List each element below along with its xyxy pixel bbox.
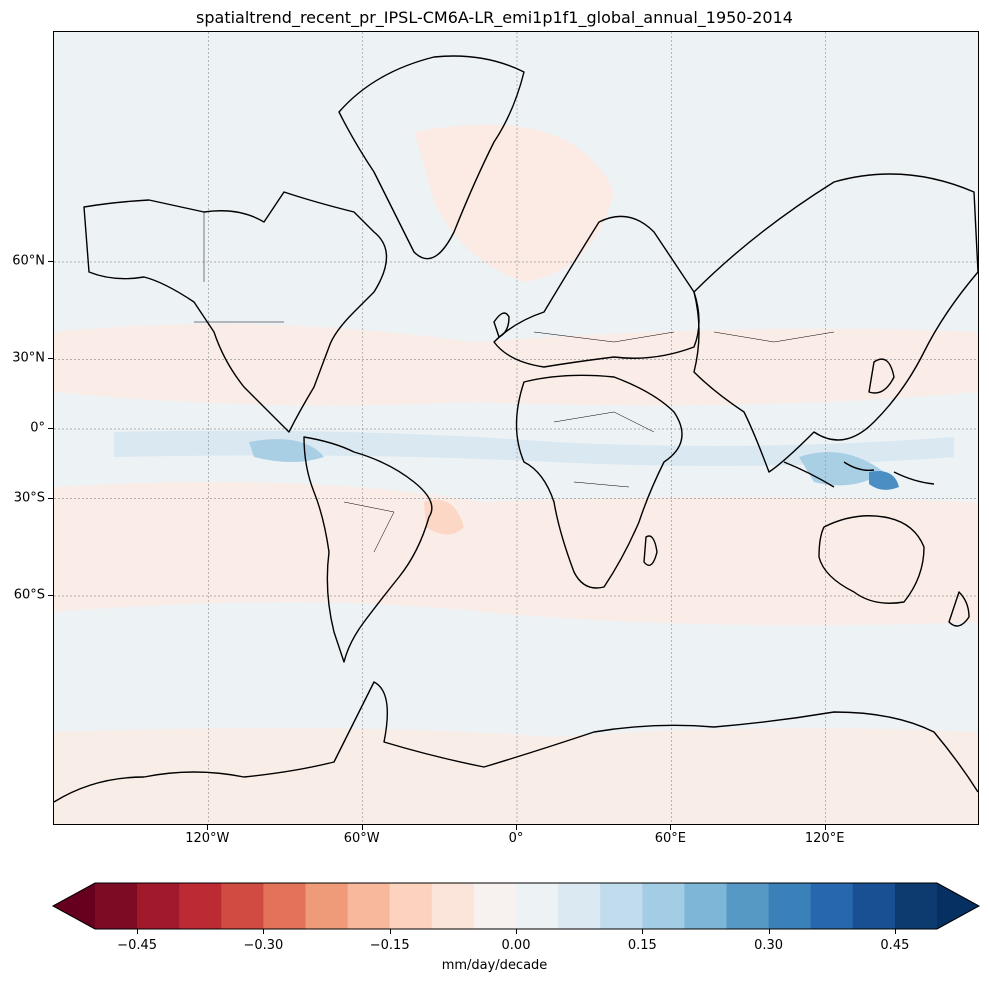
coastline-antarctica <box>54 681 978 803</box>
y-tick-mark <box>48 428 53 429</box>
colorbar-segment <box>768 883 812 929</box>
y-tick-mark <box>48 261 53 263</box>
trend-spot-amazon-positive <box>424 499 464 535</box>
coastlines <box>54 55 978 803</box>
x-tick-mark <box>207 825 209 830</box>
y-tick-label: 60°N <box>12 253 45 269</box>
coastline-asia <box>693 173 978 473</box>
trend-band-subtropical-north-positive <box>54 324 978 406</box>
y-tick-mark <box>48 497 53 499</box>
colorbar-segment <box>852 883 896 929</box>
x-tick-mark <box>670 825 672 830</box>
colorbar-segment <box>894 883 938 929</box>
map-canvas <box>54 32 978 824</box>
colorbar-tick-mark <box>894 929 896 934</box>
coastline-madagascar <box>643 535 658 566</box>
colorbar-tick-label: −0.15 <box>369 938 410 953</box>
map-panel <box>53 31 979 825</box>
colorbar-segment <box>305 883 349 929</box>
coastline-south-america <box>303 436 433 663</box>
map-title: spatialtrend_recent_pr_IPSL-CM6A-LR_emi1… <box>196 8 793 27</box>
colorbar <box>51 882 981 930</box>
trend-band-itcz-negative <box>114 430 954 466</box>
colorbar-segment <box>137 883 180 929</box>
x-tick-mark <box>824 825 826 830</box>
trend-band-south-tropics-positive <box>54 482 978 626</box>
colorbar-tick-mark <box>137 929 139 934</box>
colorbar-segment <box>642 883 685 929</box>
colorbar-tick-label: −0.45 <box>117 938 158 953</box>
trend-shading <box>54 124 978 824</box>
x-tick-mark <box>361 825 363 830</box>
y-tick-mark <box>48 594 53 596</box>
colorbar-extend-under <box>53 883 95 929</box>
colorbar-segment <box>600 883 643 929</box>
colorbar-segment <box>684 883 727 929</box>
colorbar-segment <box>95 883 138 929</box>
colorbar-tick-label: 0.15 <box>627 938 657 953</box>
colorbar-segment <box>431 883 475 929</box>
coastline-new-zealand <box>948 591 970 627</box>
colorbar-tick-mark <box>768 929 770 934</box>
colorbar-segment <box>221 883 264 929</box>
coastline-africa <box>515 374 683 589</box>
coastline-greenland <box>338 55 525 260</box>
colorbar-segment <box>389 883 433 929</box>
colorbar-segment <box>810 883 854 929</box>
x-tick-label: 0° <box>508 831 524 846</box>
y-tick-label: 60°S <box>13 587 45 603</box>
colorbar-tick-label: 0.30 <box>754 938 784 953</box>
x-tick-label: 120°E <box>804 831 845 846</box>
country-borders <box>194 212 835 553</box>
coastline-japan <box>868 358 895 394</box>
colorbar-tick-mark <box>516 929 517 934</box>
y-tick-label: 0° <box>30 420 45 436</box>
coastline-indonesia <box>783 461 935 488</box>
trend-spot-borneo-strong <box>869 471 899 490</box>
colorbar-extend-over <box>937 883 979 929</box>
colorbar-tick-label: −0.30 <box>243 938 284 953</box>
colorbar-tick-label: 0.45 <box>880 938 910 953</box>
colorbar-label: mm/day/decade <box>441 958 548 973</box>
coastline-north-america <box>83 191 388 433</box>
colorbar-segment <box>558 883 601 929</box>
colorbar-segment <box>179 883 222 929</box>
trend-band-southern-positive <box>54 728 978 824</box>
colorbar-segment <box>726 883 770 929</box>
colorbar-outline <box>51 882 981 930</box>
y-tick-mark <box>48 358 53 360</box>
y-tick-label: 30°N <box>12 350 45 366</box>
colorbar-segment <box>473 883 517 929</box>
x-tick-mark <box>516 825 517 830</box>
coastline-australia <box>818 515 925 604</box>
trend-spot-maritime-negative <box>799 452 884 486</box>
trend-band-north-atlantic-positive <box>414 124 614 282</box>
y-tick-label: 30°S <box>13 490 45 506</box>
x-tick-label: 60°W <box>343 831 380 846</box>
x-tick-label: 60°E <box>654 831 686 846</box>
colorbar-tick-mark <box>642 929 644 934</box>
colorbar-tick-label: 0.00 <box>501 938 531 953</box>
colorbar-tick-mark <box>263 929 265 934</box>
colorbar-segment <box>263 883 306 929</box>
colorbar-tick-mark <box>389 929 391 934</box>
colorbar-segment <box>347 883 391 929</box>
x-tick-label: 120°W <box>185 831 230 846</box>
coastline-uk <box>493 312 510 338</box>
colorbar-segment <box>516 883 559 929</box>
